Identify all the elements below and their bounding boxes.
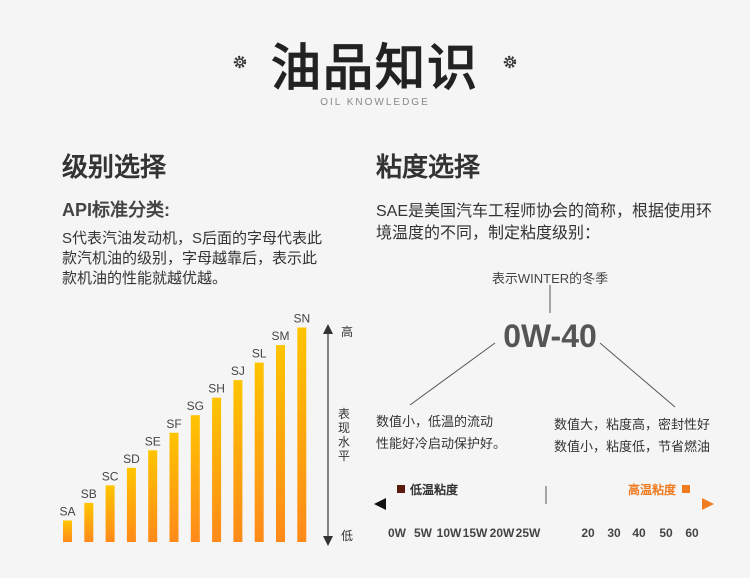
y-high-label: 高 (341, 324, 353, 339)
scale-tick-high: 30 (607, 526, 621, 540)
winter-note: 表示WINTER的冬季 (491, 271, 609, 286)
gear-icon (503, 55, 517, 69)
bar-label-se: SE (145, 434, 161, 448)
y-axis-label-char: 水 (338, 435, 350, 449)
bar-se (148, 450, 158, 542)
y-axis-label-char: 表 (338, 407, 350, 421)
bar-label-sl: SL (252, 347, 267, 361)
page-subtitle: OIL KNOWLEDGE (320, 97, 430, 108)
low-pointer-line (409, 342, 496, 406)
y-axis-arrow-up (323, 324, 333, 334)
bar-label-sh: SH (208, 382, 225, 396)
scale-tick-low: 5W (414, 526, 432, 540)
high-number-line-2: 数值小，粘度低，节省燃油 (554, 439, 711, 454)
bar-label-sj: SJ (231, 364, 245, 378)
viscosity-scale (374, 486, 714, 510)
bar-sf (169, 432, 179, 542)
bar-label-sf: SF (166, 417, 181, 431)
scale-tick-high: 60 (685, 526, 699, 540)
bar-sh (212, 397, 222, 542)
bar-sj (233, 380, 243, 542)
low-number-line-1: 数值小，低温的流动 (376, 414, 494, 429)
viscosity-grade-example: 0W-40 (503, 318, 597, 354)
bar-sc (105, 485, 115, 542)
bar-sn (297, 327, 307, 542)
low-viscosity-label: 低温粘度 (410, 483, 459, 497)
high-number-description: 数值大，粘度高，密封性好 数值小，粘度低，节省燃油 (554, 414, 734, 458)
page-title: 油品知识 (271, 40, 479, 96)
bar-label-sa: SA (59, 504, 75, 518)
low-viscosity-marker (397, 485, 405, 493)
bar-label-sm: SM (272, 329, 290, 343)
section-heading-grade: 级别选择 (62, 152, 167, 182)
bar-sa (63, 520, 72, 542)
scale-tick-high: 20 (581, 526, 595, 540)
bar-sg (190, 415, 200, 542)
bar-sd (126, 467, 136, 542)
y-axis-label-char: 现 (338, 421, 350, 435)
scale-tick-high: 50 (659, 526, 673, 540)
y-axis-arrow-down (323, 536, 333, 546)
bar-label-sg: SG (187, 399, 204, 413)
scale-arrow-left (374, 498, 386, 510)
bar-sl (254, 362, 264, 542)
scale-arrow-right (702, 498, 714, 510)
bar-label-sc: SC (102, 469, 119, 483)
high-pointer-line (599, 342, 676, 408)
high-number-line-1: 数值大，粘度高，密封性好 (554, 417, 711, 432)
scale-tick-low: 25W (515, 526, 541, 540)
low-number-line-2: 性能好冷启动保护好。 (376, 436, 507, 451)
sae-description: SAE是美国汽车工程师协会的简称，根据使用环境温度的不同，制定粘度级别： (376, 203, 713, 242)
api-standard-description: S代表汽油发动机，S后面的字母代表此款汽机油的级别，字母越靠后，表示此款机油的性… (62, 230, 323, 287)
bar-label-sd: SD (123, 452, 140, 466)
y-axis-label-char: 平 (338, 449, 350, 463)
scale-tick-low: 0W (388, 526, 406, 540)
bar-label-sb: SB (81, 487, 97, 501)
scale-tick-low: 20W (489, 526, 515, 540)
scale-tick-low: 10W (436, 526, 462, 540)
scale-tick-low: 15W (462, 526, 488, 540)
scale-tick-high: 40 (632, 526, 646, 540)
annotation-lines (409, 285, 676, 408)
gear-icon (233, 55, 247, 69)
bar-sb (84, 502, 94, 542)
high-viscosity-marker (682, 485, 690, 493)
low-number-description: 数值小，低温的流动 性能好冷启动保护好。 (376, 411, 526, 455)
api-standard-title: API标准分类: (62, 200, 170, 220)
high-viscosity-label: 高温粘度 (628, 483, 677, 497)
y-low-label: 低 (341, 529, 353, 543)
bar-label-sn: SN (293, 312, 310, 326)
section-heading-viscosity: 粘度选择 (376, 152, 481, 182)
bar-sm (276, 345, 285, 542)
